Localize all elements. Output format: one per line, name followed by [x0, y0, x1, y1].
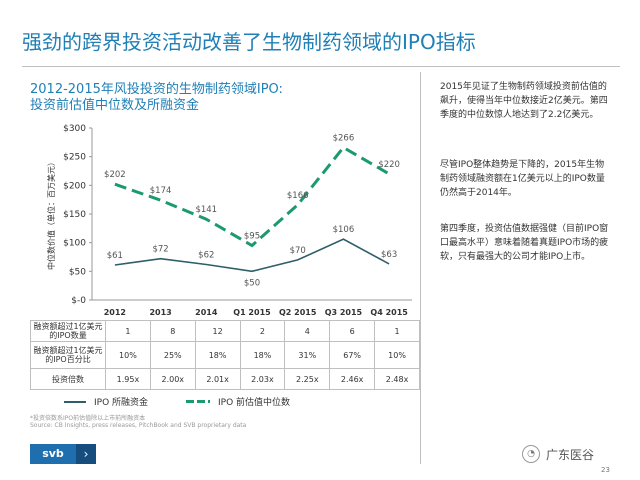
x-tick-label: 2013	[149, 308, 171, 317]
data-label: $50	[244, 278, 260, 288]
commentary-paragraph-3: 第四季度，投资估值数据强健（目前IPO窗口最高水平）意味着随着真题IPO市场的疲…	[440, 224, 609, 262]
line-chart: $-0 $50 $100 $150 $200 $250 $300 中位数价值（单位：百万美元）…	[46, 124, 412, 317]
y-tick-label: $150	[63, 210, 86, 220]
page-number: 23	[601, 466, 610, 474]
raised-series-line	[114, 238, 390, 273]
data-label: $166	[287, 191, 309, 201]
valuation-series-line	[114, 145, 390, 248]
chevron-right-icon: ›	[76, 444, 96, 464]
table-cell: 2	[239, 320, 286, 342]
table-cell: 10%	[374, 341, 420, 369]
data-label: $62	[198, 250, 214, 260]
x-tick-label: Q3 2015	[325, 308, 363, 317]
data-label: $70	[290, 246, 306, 256]
table-cell: 6	[329, 320, 376, 342]
y-tick-label: $200	[63, 181, 86, 191]
page-title: 强劲的跨界投资活动改善了生物制药领域的IPO指标	[22, 30, 476, 54]
table-cell: 8	[149, 320, 196, 342]
table-cell: 4	[284, 320, 331, 342]
chart-legend: IPO 所融资金 IPO 前估值中位数	[64, 395, 328, 408]
table-row-label: 投资倍数	[30, 368, 106, 390]
legend-swatch-dashed	[186, 400, 211, 403]
table-cell: 2.25x	[284, 368, 331, 390]
data-label: $61	[107, 251, 123, 261]
table-cell: 2.03x	[239, 368, 286, 390]
title-divider	[22, 66, 620, 67]
table-cell: 10%	[105, 341, 151, 369]
data-label: $72	[152, 245, 168, 255]
table-cell: 2.01x	[194, 368, 241, 390]
legend-label-raised: IPO 所融资金	[94, 398, 149, 408]
commentary-paragraph-1: 2015年见证了生物制药领域投资前估值的飙升，使得当年中位数接近2亿美元。第四季…	[440, 82, 608, 120]
y-axis-label: 中位数价值（单位：百万美元）	[46, 158, 56, 270]
table-row-label: 融资额超过1亿美元的IPO数量	[30, 320, 106, 342]
table-cell: 18%	[239, 341, 286, 369]
x-tick-label: Q1 2015	[233, 308, 271, 317]
x-tick-label: Q2 2015	[279, 308, 317, 317]
data-label: $63	[381, 250, 397, 260]
table-row: 融资额超过1亿美元的IPO百分比 10% 25% 18% 18% 31% 67%…	[30, 341, 420, 369]
data-label: $202	[104, 170, 126, 180]
table-cell: 1.95x	[105, 368, 151, 390]
watermark: ◔ 广东医谷	[522, 445, 594, 463]
table-cell: 25%	[149, 341, 196, 369]
table-cell: 2.48x	[374, 368, 420, 390]
ipo-stats-table: 融资额超过1亿美元的IPO数量 1 8 12 2 4 6 1 融资额超过1亿美元…	[30, 320, 420, 390]
x-tick-label: 2014	[195, 308, 218, 317]
table-row: 融资额超过1亿美元的IPO数量 1 8 12 2 4 6 1	[30, 320, 420, 342]
data-label: $174	[150, 186, 172, 196]
svb-logo: svb ›	[30, 444, 96, 464]
table-cell: 31%	[284, 341, 331, 369]
table-cell: 2.46x	[329, 368, 376, 390]
table-cell: 18%	[194, 341, 241, 369]
data-label: $220	[378, 160, 400, 170]
wechat-icon: ◔	[522, 445, 540, 463]
x-tick-label: Q4 2015	[370, 308, 408, 317]
x-tick-label: 2012	[104, 308, 126, 317]
chart-title-line-1: 2012-2015年风投投资的生物制药领域IPO:	[30, 82, 283, 97]
chart-title-line-2: 投资前估值中位数及所融资金	[30, 98, 200, 113]
data-label: $141	[195, 205, 217, 215]
table-cell: 12	[194, 320, 241, 342]
table-cell: 2.00x	[149, 368, 196, 390]
table-row: 投资倍数 1.95x 2.00x 2.01x 2.03x 2.25x 2.46x…	[30, 368, 420, 390]
table-cell: 1	[105, 320, 151, 342]
table-cell: 67%	[329, 341, 376, 369]
data-label: $95	[244, 232, 260, 242]
watermark-text: 广东医谷	[546, 447, 595, 462]
vertical-divider	[420, 72, 421, 464]
y-tick-label: $100	[63, 239, 86, 249]
legend-item-valuation: IPO 前估值中位数	[186, 395, 290, 408]
data-label: $266	[333, 133, 355, 143]
y-tick-label: $250	[63, 153, 86, 163]
legend-swatch-solid	[64, 400, 86, 403]
y-tick-label: $300	[63, 124, 86, 134]
table-cell: 1	[374, 320, 420, 342]
table-row-label: 融资额超过1亿美元的IPO百分比	[30, 341, 106, 369]
legend-item-raised: IPO 所融资金	[64, 395, 148, 408]
y-tick-label: $-0	[71, 296, 86, 306]
footnote-source: Source: CB Insights, press releases, Pit…	[30, 422, 247, 429]
chart-title: 2012-2015年风投投资的生物制药领域IPO: 投资前估值中位数及所融资金	[30, 82, 410, 114]
data-label: $106	[333, 225, 355, 235]
logo-text: svb	[42, 447, 64, 460]
footnote-multiple: *投资倍数系IPO前估值除以上市前所融资本	[30, 415, 146, 422]
legend-label-valuation: IPO 前估值中位数	[218, 398, 291, 408]
y-tick-label: $50	[69, 267, 86, 277]
commentary-paragraph-2: 尽管IPO整体趋势是下降的，2015年生物制药领域融资额在1亿美元以上的IPO数…	[440, 160, 605, 198]
